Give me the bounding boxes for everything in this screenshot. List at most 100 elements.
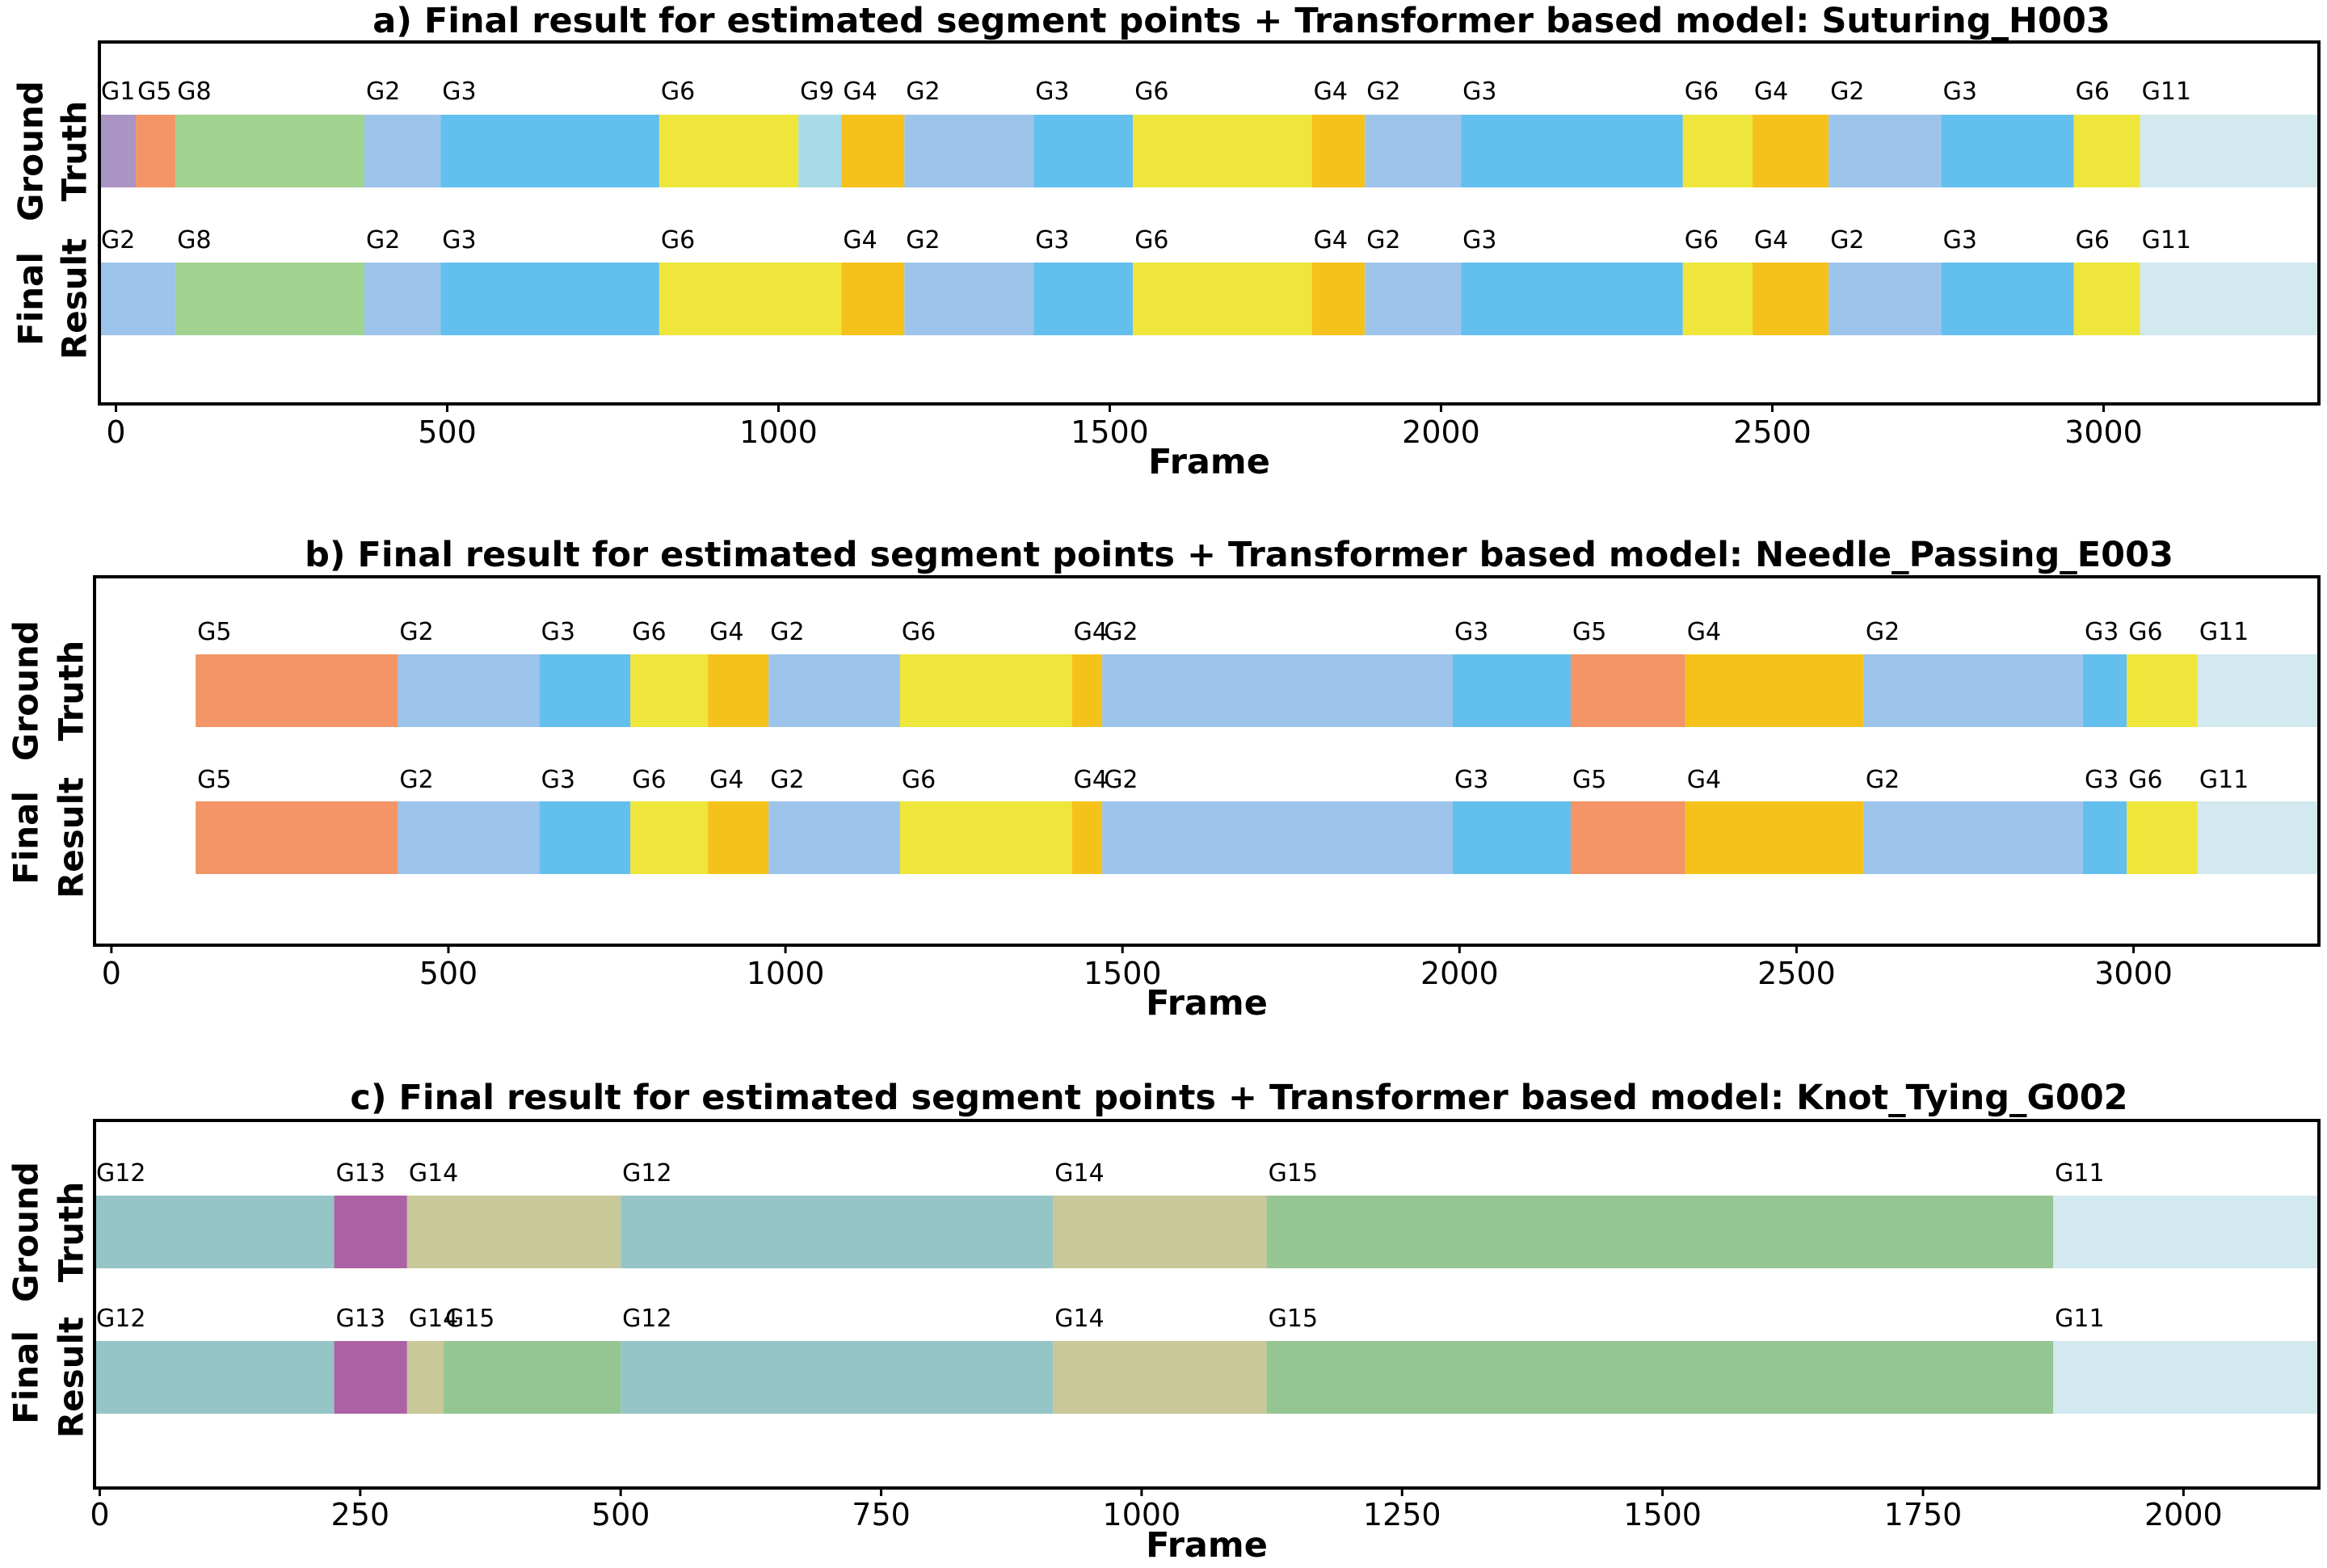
segment-label: G2: [1366, 226, 1400, 254]
segment-g6: [1682, 263, 1753, 335]
segment-g2: [99, 263, 176, 335]
row-label: Truth: [52, 1182, 91, 1283]
segment-g2: [1863, 801, 2084, 874]
segment-label: G2: [1830, 78, 1864, 106]
segment-label: G13: [336, 1159, 385, 1188]
segment-g4: [841, 263, 905, 335]
segment-g3: [1941, 263, 2074, 335]
segment-g11: [2140, 263, 2319, 335]
segment-label: G2: [1104, 766, 1138, 794]
segment-g13: [334, 1196, 407, 1268]
segment-g5: [1570, 801, 1685, 874]
segment-label: G5: [197, 766, 231, 794]
segment-label: G2: [906, 78, 940, 106]
segment-g4: [1071, 801, 1103, 874]
segment-label: G8: [177, 226, 211, 254]
segment-label: G2: [1830, 226, 1864, 254]
row-label: Final: [6, 1330, 46, 1424]
segment-g2: [904, 263, 1034, 335]
segment-g11: [2140, 115, 2319, 187]
segment-label: G4: [843, 226, 877, 254]
segment-g4: [1071, 654, 1103, 727]
segment-label: G6: [1685, 226, 1719, 254]
segment-label: G3: [541, 766, 575, 794]
segment-g2: [1365, 115, 1462, 187]
ground-truth-row: G1 G5 G8 G2 G3 G6 G9 G4 G2 G3 G6 G4 G2 G3 G6 G4 G2 G3 G6 G1…: [99, 78, 2319, 187]
x-tick-label: 1000: [1103, 1497, 1181, 1532]
row-label: Ground: [6, 620, 46, 761]
plot-frame: [98, 40, 2321, 406]
segment-label: G2: [366, 78, 400, 106]
segment-label: G3: [442, 78, 476, 106]
x-tick-label: 1500: [1623, 1497, 1702, 1532]
segment-g3: [1461, 115, 1683, 187]
segment-label: G6: [632, 766, 666, 794]
row-label: Result: [52, 777, 91, 898]
row-label: Ground: [11, 81, 51, 221]
segment-label: G3: [1462, 78, 1496, 106]
segment-g2: [364, 263, 441, 335]
segment-label: G3: [1454, 618, 1488, 646]
segment-g14: [1053, 1196, 1267, 1268]
segment-g5: [136, 115, 176, 187]
x-tick-label: 1500: [1071, 414, 1149, 450]
x-tick-label: 500: [591, 1497, 650, 1532]
segment-label: G4: [1074, 618, 1108, 646]
segment-label: G6: [661, 78, 695, 106]
segment-label: G3: [1462, 226, 1496, 254]
segment-g3: [1033, 115, 1134, 187]
segment-label: G6: [1134, 78, 1168, 106]
segment-g2: [768, 801, 900, 874]
segment-label: G2: [1866, 618, 1900, 646]
segment-g11: [2053, 1196, 2319, 1268]
segment-label: G14: [1054, 1159, 1104, 1188]
segment-g3: [1452, 654, 1571, 727]
segment-label: G6: [2076, 78, 2110, 106]
x-tick-label: 2000: [1402, 414, 1480, 450]
row-label: Result: [52, 1317, 91, 1438]
x-tick-label: 2500: [1757, 956, 1836, 991]
segment-g2: [768, 654, 900, 727]
x-tick-label: 2000: [2144, 1497, 2223, 1532]
segment-g4: [1311, 115, 1365, 187]
x-tick-label: 1000: [739, 414, 818, 450]
x-tick-label: 1500: [1084, 956, 1162, 991]
segment-g2: [1102, 654, 1453, 727]
segment-g11: [2197, 654, 2319, 727]
segment-label: G6: [632, 618, 666, 646]
segment-label: G4: [709, 766, 743, 794]
x-tick-label: 1250: [1363, 1497, 1441, 1532]
segment-label: G6: [1134, 226, 1168, 254]
segment-label: G13: [336, 1305, 385, 1333]
segment-g3: [2083, 801, 2127, 874]
segment-g6: [899, 801, 1072, 874]
panel-2: b) Final result for estimated segment po…: [6, 535, 2321, 1024]
segment-g4: [708, 654, 769, 727]
x-tick-label: 3000: [2094, 956, 2173, 991]
segment-g6: [899, 654, 1072, 727]
segment-label: G2: [770, 618, 804, 646]
x-tick-label: 0: [102, 956, 121, 991]
segment-g6: [2127, 801, 2198, 874]
segment-label: G14: [1054, 1305, 1104, 1333]
segment-g2: [1102, 801, 1453, 874]
segment-label: G6: [902, 618, 936, 646]
row-label: Result: [55, 238, 95, 359]
segment-label: G5: [197, 618, 231, 646]
segment-g3: [1461, 263, 1683, 335]
segment-label: G12: [622, 1159, 671, 1188]
x-tick-label: 0: [106, 414, 125, 450]
segment-label: G9: [800, 78, 834, 106]
segment-label: G4: [1074, 766, 1108, 794]
segment-label: G5: [1572, 618, 1606, 646]
segment-label: G3: [1943, 226, 1977, 254]
segment-g13: [334, 1341, 407, 1414]
segment-g4: [1752, 263, 1829, 335]
segment-g3: [440, 115, 659, 187]
segment-g6: [659, 263, 842, 335]
ground-truth-row: G12 G13 G14 G12 G14 G15 G11: [95, 1159, 2319, 1268]
segment-label: G4: [1687, 766, 1721, 794]
segment-label: G15: [1269, 1305, 1318, 1333]
segment-g12: [621, 1341, 1054, 1414]
